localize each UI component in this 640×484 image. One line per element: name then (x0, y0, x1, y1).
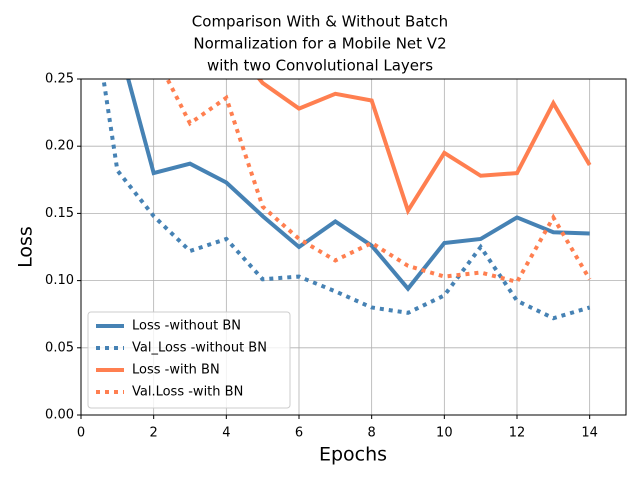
title-line: Comparison With & Without Batch (192, 13, 448, 31)
title-line: with two Convolutional Layers (207, 57, 433, 75)
series-line (256, 79, 592, 216)
y-tick-label: 0.25 (45, 72, 74, 87)
plot-lines (101, 79, 592, 321)
title-line: Normalization for a Mobile Net V2 (193, 35, 446, 53)
legend-label: Val_Loss -without BN (132, 341, 267, 356)
x-tick-label: 12 (509, 426, 526, 441)
legend-label: Loss -with BN (132, 363, 220, 378)
y-tick-label: 0.10 (45, 273, 74, 288)
y-axis-label: Loss (15, 226, 37, 268)
legend-label: Val.Loss -with BN (132, 385, 243, 400)
x-tick-label: 14 (581, 426, 598, 441)
x-tick-label: 6 (295, 426, 303, 441)
x-tick-label: 2 (150, 426, 158, 441)
x-tick-label: 4 (222, 426, 230, 441)
y-tick-label: 0.15 (45, 206, 74, 221)
x-axis-label: Epochs (319, 444, 387, 466)
x-tick-label: 0 (77, 426, 85, 441)
y-tick-label: 0.00 (45, 408, 74, 423)
series-line (165, 79, 592, 285)
legend: Loss -without BN Val_Loss -without BN Loss… (87, 311, 291, 409)
legend-label: Loss -without BN (132, 319, 241, 334)
series-line (126, 79, 590, 292)
plot-frame (80, 78, 627, 416)
series-line (101, 79, 591, 321)
x-tick-label: 8 (368, 426, 376, 441)
x-tick-label: 10 (436, 426, 453, 441)
y-tick-label: 0.20 (45, 139, 74, 154)
y-tick-label: 0.05 (45, 340, 74, 355)
legend-box (87, 311, 291, 409)
